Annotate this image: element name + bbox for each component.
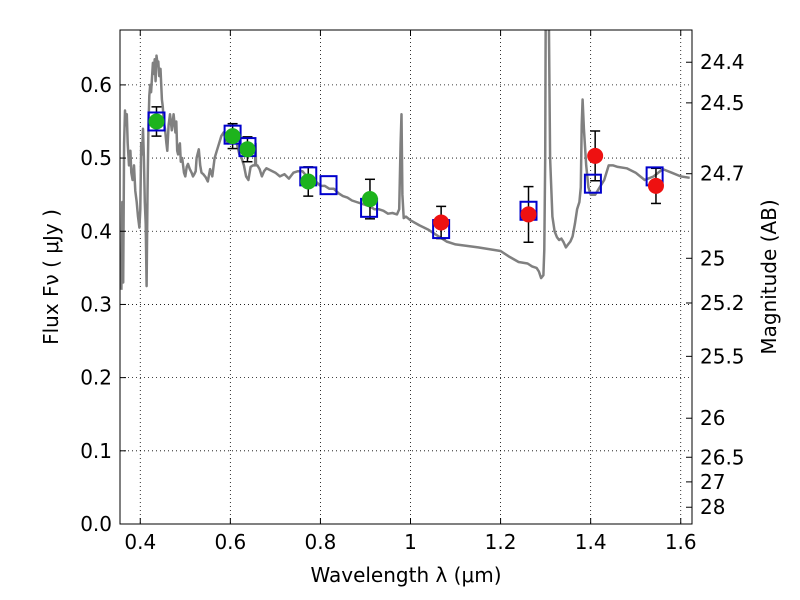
nir-data-point <box>587 147 604 164</box>
x-tick-label: 1 <box>404 530 417 554</box>
model-photometry-box <box>583 173 602 194</box>
y-tick-label: 0.3 <box>80 292 112 316</box>
x-tick-label: 0.6 <box>214 530 246 554</box>
optical-data-point <box>239 141 256 158</box>
observed-points <box>148 113 664 231</box>
plot-frame <box>119 29 693 525</box>
nir-data-point <box>433 214 450 231</box>
x-tick-label: 0.4 <box>124 530 156 554</box>
optical-data-point <box>361 191 378 208</box>
y-tick-label: 0.4 <box>80 219 112 243</box>
x-tick-label: 0.8 <box>305 530 337 554</box>
magnitude-tick-label: 25.5 <box>700 344 745 368</box>
model-photometry-box <box>319 175 338 196</box>
y-axis-label: Flux Fν ( μJy ) <box>39 209 63 345</box>
x-tick-label: 1.6 <box>665 530 697 554</box>
plot-background <box>120 30 692 524</box>
y-tick-label: 0.2 <box>80 366 112 390</box>
magnitude-tick-label: 24.7 <box>700 162 745 186</box>
magnitude-tick-label: 25.2 <box>700 291 745 315</box>
magnitude-tick-label: 28 <box>700 495 725 519</box>
magnitude-tick-label: 26.5 <box>700 445 745 469</box>
x-axis-label: Wavelength λ (μm) <box>310 563 501 587</box>
optical-data-point <box>224 128 241 145</box>
magnitude-axis-label: Magnitude (AB) <box>757 199 781 354</box>
magnitude-tick-label: 24.4 <box>700 50 745 74</box>
optical-data-point <box>148 113 165 130</box>
x-tick-label: 1.4 <box>575 530 607 554</box>
y-tick-label: 0.0 <box>80 512 112 536</box>
model-spectrum <box>120 30 690 290</box>
magnitude-tick-label: 24.5 <box>700 91 745 115</box>
model-spectrum-line <box>120 30 690 290</box>
plot-area <box>120 30 690 290</box>
tick-labels: 0.4 0.6 0.8 1 1.2 1.4 1.6 0.0 0.1 0.2 0.3 0.4 0.5 0.6… <box>80 50 744 554</box>
magnitude-tick-label: 27 <box>700 470 725 494</box>
magnitude-tick-label: 25 <box>700 246 725 270</box>
y-tick-label: 0.1 <box>80 439 112 463</box>
optical-data-point <box>300 173 317 190</box>
x-tick-label: 1.2 <box>485 530 517 554</box>
y-tick-label: 0.5 <box>80 146 112 170</box>
nir-data-point <box>520 206 537 223</box>
nir-data-point <box>647 177 664 194</box>
magnitude-tick-label: 26 <box>700 406 725 430</box>
y-tick-label: 0.6 <box>80 73 112 97</box>
